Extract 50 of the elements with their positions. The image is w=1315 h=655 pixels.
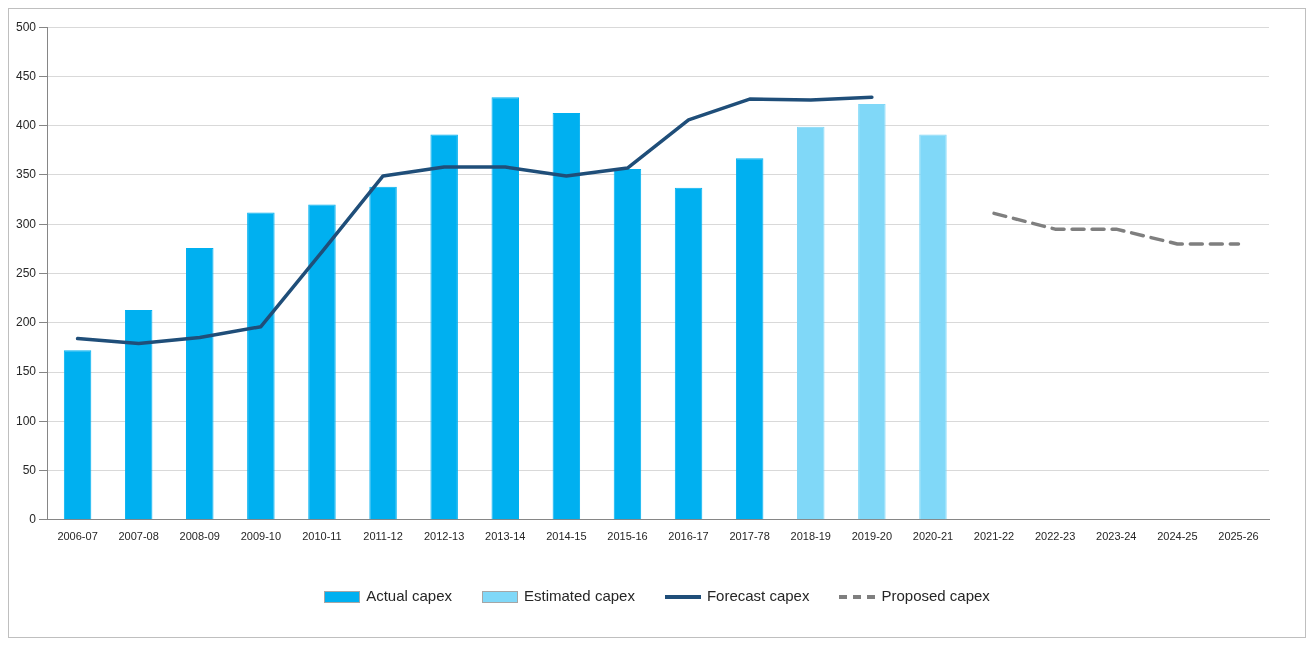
x-tick-label: 2010-11 [302, 530, 342, 543]
x-tick-label: 2006-07 [57, 530, 98, 543]
x-tick-label: 2013-14 [485, 530, 526, 543]
y-tick-label: 350 [15, 167, 37, 182]
y-tick-label: 100 [15, 413, 37, 428]
bar [247, 212, 275, 520]
bar [186, 247, 214, 520]
x-tick-label: 2014-15 [546, 530, 587, 543]
x-tick-label: 2024-25 [1157, 530, 1198, 543]
x-tick-label: 2017-78 [729, 530, 770, 543]
bar [430, 134, 458, 520]
x-tick-label: 2021-22 [973, 530, 1015, 543]
bar [919, 134, 947, 520]
bar [308, 204, 336, 520]
y-tick-label: 500 [15, 19, 37, 34]
x-tick-label: 2012-13 [423, 530, 465, 543]
y-tick-label: 150 [15, 364, 37, 379]
x-tick-label: 2011-12 [363, 530, 403, 543]
y-tick-label: 300 [15, 216, 37, 231]
x-tick-label: 2009-10 [240, 530, 282, 543]
bar [797, 126, 825, 520]
bar [674, 187, 703, 520]
x-tick-label: 2015-16 [607, 530, 648, 543]
x-tick-label: 2020-21 [912, 530, 954, 543]
bar [858, 104, 886, 520]
x-tick-label: 2016-17 [668, 530, 709, 543]
bar [124, 309, 153, 520]
x-tick-label: 2008-09 [179, 530, 220, 543]
bar [491, 97, 520, 520]
legend-label: Estimated capex [523, 587, 635, 604]
legend-label: Forecast capex [705, 587, 810, 604]
x-tick-label: 2022-23 [1034, 530, 1076, 543]
y-tick-label: 400 [15, 118, 37, 133]
legend-label: Proposed capex [880, 587, 990, 604]
bar [63, 350, 92, 520]
bar [613, 169, 642, 520]
bar [552, 112, 581, 520]
y-tick-label: 0 [29, 512, 37, 527]
x-tick-label: 2023-24 [1096, 530, 1137, 543]
y-tick-label: 200 [15, 315, 37, 330]
x-tick-label: 2025-26 [1218, 530, 1259, 543]
y-tick-label: 250 [15, 265, 37, 280]
x-tick-label: 2019-20 [851, 530, 893, 543]
y-tick-label: 450 [15, 68, 37, 83]
bar [369, 186, 397, 520]
y-tick-label: 50 [22, 462, 37, 477]
x-tick-label: 2007-08 [118, 530, 159, 543]
legend-label: Actual capex [365, 587, 453, 604]
x-tick-label: 2018-19 [790, 530, 831, 543]
bar [735, 158, 764, 520]
